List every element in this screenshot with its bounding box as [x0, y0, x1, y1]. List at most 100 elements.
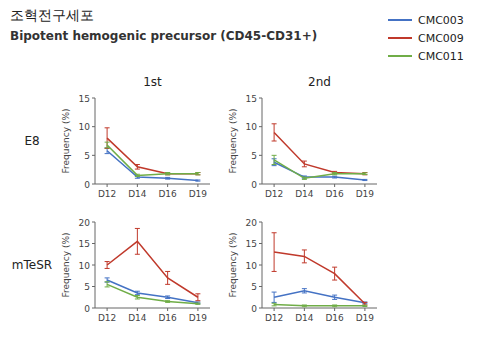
y-tick-label: 0	[251, 304, 257, 314]
series-line: CMC003	[274, 162, 365, 180]
series-line: CMC011	[274, 160, 365, 178]
y-tick-label: 20	[79, 218, 91, 228]
error-bar	[302, 161, 307, 167]
y-tick-label: 10	[79, 122, 91, 132]
x-tick-label: D16	[325, 313, 344, 323]
series-line: CMC003	[274, 291, 365, 303]
y-tick-label: 15	[79, 239, 90, 249]
y-tick-label: 15	[79, 94, 90, 104]
series-line: CMC009	[274, 252, 365, 304]
error-bar	[105, 262, 110, 269]
series: CMC011	[105, 142, 201, 176]
series-line: CMC009	[107, 241, 198, 297]
error-bar	[332, 305, 337, 307]
error-bar	[272, 155, 277, 164]
x-tick-label: D12	[265, 313, 283, 323]
error-bar	[165, 301, 170, 303]
legend-label: CMC003	[418, 14, 464, 27]
x-tick-label: D16	[158, 189, 177, 199]
title: 조혁전구세포	[10, 7, 94, 23]
error-bar	[302, 305, 307, 307]
y-axis-label: Frequency (%)	[61, 109, 71, 174]
series: CMC011	[272, 303, 368, 306]
error-bar	[105, 282, 110, 287]
series: CMC003	[272, 159, 368, 181]
error-bar	[272, 233, 277, 272]
y-tick-label: 5	[251, 151, 257, 161]
x-tick-label: D19	[356, 313, 375, 323]
error-bar	[302, 177, 307, 179]
series: CMC011	[105, 282, 201, 305]
series: CMC009	[272, 233, 368, 305]
legend-label: CMC011	[418, 50, 464, 63]
y-tick-label: 5	[84, 282, 90, 292]
error-bar	[272, 303, 277, 306]
error-bar	[105, 142, 110, 148]
error-bar	[105, 278, 110, 282]
error-bar	[302, 250, 307, 263]
error-bar	[135, 228, 140, 254]
y-axis	[262, 98, 263, 184]
x-tick-label: D19	[189, 313, 208, 323]
x-axis	[262, 308, 377, 309]
panel: 051015D12D14D16D19Frequency (%)CMC003CMC…	[61, 94, 210, 200]
error-bar	[165, 173, 170, 175]
x-tick-label: D12	[98, 313, 116, 323]
error-bar	[272, 124, 277, 141]
error-bar	[195, 294, 200, 301]
error-bar	[135, 165, 140, 170]
x-tick-label: D12	[98, 189, 116, 199]
series-line: CMC011	[274, 305, 365, 306]
panel: 05101520D12D14D16D19Frequency (%)CMC003C…	[228, 218, 377, 324]
panel: 05101520D12D14D16D19Frequency (%)CMC003C…	[61, 218, 210, 324]
series: CMC009	[105, 128, 201, 175]
x-tick-label: D14	[128, 189, 147, 199]
series: CMC011	[272, 155, 368, 179]
error-bar	[362, 302, 367, 305]
y-axis-label: Frequency (%)	[228, 233, 238, 298]
error-bar	[105, 128, 110, 149]
y-tick-label: 10	[246, 122, 258, 132]
chart: 조혁전구세포Bipotent hemogenic precursor (CD45…	[0, 0, 503, 344]
annotation: E8	[24, 134, 39, 148]
y-axis	[262, 222, 263, 308]
series: CMC003	[105, 148, 201, 181]
error-bar	[195, 180, 200, 181]
x-tick-label: D16	[158, 313, 177, 323]
series-line: CMC011	[107, 145, 198, 175]
y-tick-label: 5	[84, 151, 90, 161]
error-bar	[272, 292, 277, 302]
y-axis	[95, 98, 96, 184]
error-bar	[362, 173, 367, 175]
y-tick-label: 0	[84, 180, 90, 190]
legend-swatch	[388, 19, 412, 21]
error-bar	[195, 303, 200, 304]
error-bar	[332, 295, 337, 299]
annotation: mTeSR	[12, 258, 52, 272]
x-tick-label: D14	[295, 313, 314, 323]
y-axis	[95, 222, 96, 308]
x-tick-label: D19	[356, 189, 375, 199]
x-tick-label: D12	[265, 189, 283, 199]
error-bar	[165, 177, 170, 179]
x-axis	[95, 184, 210, 185]
plot-area: CMC003CMC009CMC011	[272, 124, 368, 181]
x-axis	[95, 308, 210, 309]
plot-area: CMC003CMC009CMC011	[105, 128, 201, 181]
error-bar	[135, 296, 140, 299]
x-axis	[262, 184, 377, 185]
error-bar	[332, 267, 337, 280]
error-bar	[105, 148, 110, 154]
annotation: 1st	[143, 75, 162, 89]
series-line: CMC011	[107, 284, 198, 303]
x-tick-label: D14	[128, 313, 147, 323]
legend-label: CMC009	[418, 32, 464, 45]
annotation: 2nd	[308, 75, 331, 89]
legend-swatch	[388, 37, 412, 39]
y-tick-label: 0	[251, 180, 257, 190]
series-line: CMC003	[107, 280, 198, 303]
error-bar	[362, 305, 367, 306]
error-bar	[135, 176, 140, 178]
y-tick-label: 10	[79, 261, 91, 271]
error-bar	[195, 302, 200, 304]
